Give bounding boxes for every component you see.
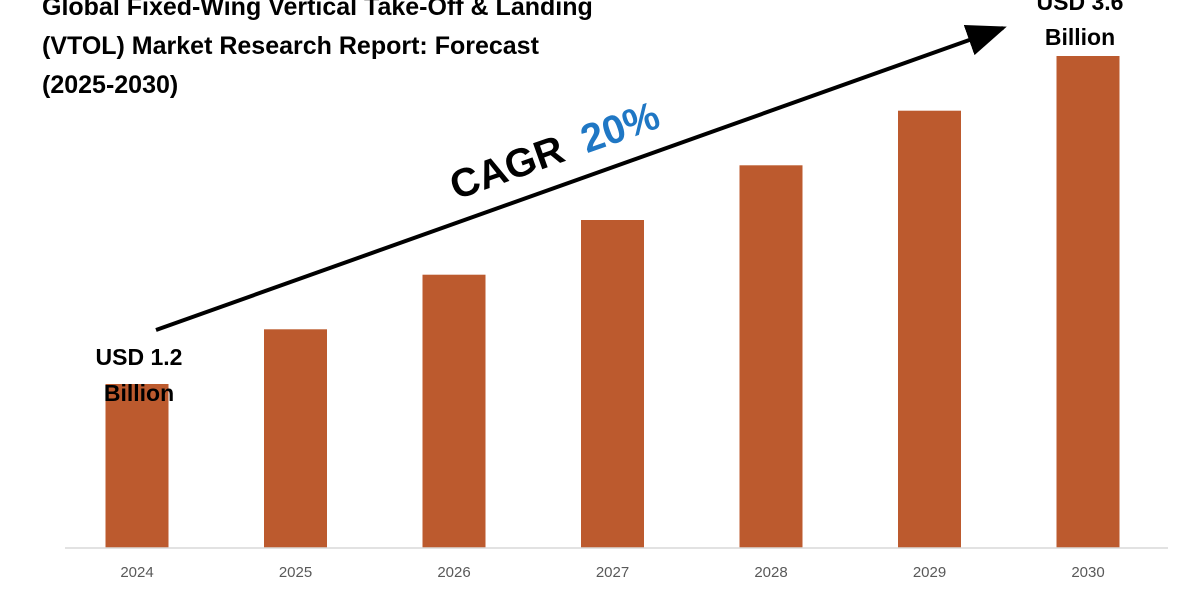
end-value-label: USD 3.6 Billion xyxy=(1037,0,1124,50)
start-value-line-2: Billion xyxy=(104,380,174,406)
bar-2029 xyxy=(898,110,961,548)
bar-2025 xyxy=(264,329,327,548)
chart-title: Global Fixed-Wing Vertical Take-Off & La… xyxy=(42,0,593,99)
bar-2024 xyxy=(105,384,169,548)
x-tick-label-2024: 2024 xyxy=(120,564,153,581)
x-tick-label-2027: 2027 xyxy=(596,564,629,581)
start-value-label: USD 1.2 Billion xyxy=(96,344,183,406)
title-line-2: (VTOL) Market Research Report: Forecast xyxy=(42,32,540,60)
bar-2028 xyxy=(739,165,803,549)
title-line-1: Global Fixed-Wing Vertical Take-Off & La… xyxy=(42,0,593,21)
x-tick-label-2026: 2026 xyxy=(437,564,470,581)
end-value-line-2: Billion xyxy=(1045,24,1115,50)
cagr-trend-arrow xyxy=(155,25,1007,332)
x-axis-ticks: 2024 2025 2026 2027 2028 2029 2030 xyxy=(120,564,1104,581)
x-tick-label-2029: 2029 xyxy=(913,564,946,581)
bar-2027 xyxy=(581,220,644,548)
bar-2026 xyxy=(422,274,486,548)
title-line-3: (2025-2030) xyxy=(42,71,178,99)
x-tick-label-2030: 2030 xyxy=(1071,564,1104,581)
end-value-line-1: USD 3.6 xyxy=(1037,0,1124,15)
bar-2030 xyxy=(1056,56,1120,548)
bars-group xyxy=(105,56,1120,549)
cagr-prefix: CAGR xyxy=(444,127,570,208)
x-tick-label-2028: 2028 xyxy=(754,564,787,581)
x-tick-label-2025: 2025 xyxy=(279,564,312,581)
start-value-line-1: USD 1.2 xyxy=(96,344,183,370)
cagr-annotation: CAGR 20% xyxy=(444,94,665,209)
